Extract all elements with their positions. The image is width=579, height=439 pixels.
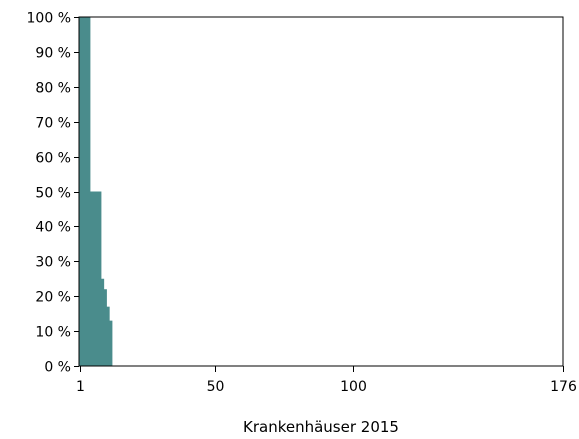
bar bbox=[84, 17, 88, 366]
bar bbox=[79, 17, 83, 366]
bar bbox=[87, 17, 91, 366]
bar bbox=[90, 191, 94, 366]
bar bbox=[81, 17, 85, 366]
bar bbox=[109, 320, 113, 366]
plot-frame bbox=[78, 16, 564, 367]
y-tick-label: 0 % bbox=[44, 360, 71, 376]
y-tick-label: 100 % bbox=[27, 11, 71, 27]
y-tick-label: 30 % bbox=[35, 255, 71, 271]
x-tick-label: 176 bbox=[550, 379, 577, 395]
x-axis-title: Krankenhäuser 2015 bbox=[243, 418, 399, 436]
bar bbox=[106, 306, 110, 366]
frame-layer bbox=[78, 16, 564, 367]
y-tick-label: 20 % bbox=[35, 290, 71, 306]
y-tick-label: 90 % bbox=[35, 46, 71, 62]
x-axis: 1 50 100 176 bbox=[76, 366, 577, 395]
y-tick-label: 70 % bbox=[35, 116, 71, 132]
x-tick-label: 1 bbox=[76, 379, 85, 395]
bar bbox=[92, 191, 96, 366]
y-tick-label: 40 % bbox=[35, 220, 71, 236]
y-tick-label: 80 % bbox=[35, 81, 71, 97]
bar bbox=[95, 191, 99, 366]
y-axis: 0 % 10 % 20 % 30 % 40 % 50 % 60 % 70 % 80 % 90 % 1… bbox=[27, 11, 79, 376]
y-tick-label: 10 % bbox=[35, 325, 71, 341]
bar bbox=[103, 289, 107, 366]
y-tick-label: 50 % bbox=[35, 186, 71, 202]
bar bbox=[101, 278, 105, 366]
bars-layer bbox=[79, 17, 113, 366]
bar bbox=[98, 191, 102, 366]
x-tick-label: 100 bbox=[340, 379, 367, 395]
y-tick-label: 60 % bbox=[35, 151, 71, 167]
x-tick-label: 50 bbox=[207, 379, 225, 395]
